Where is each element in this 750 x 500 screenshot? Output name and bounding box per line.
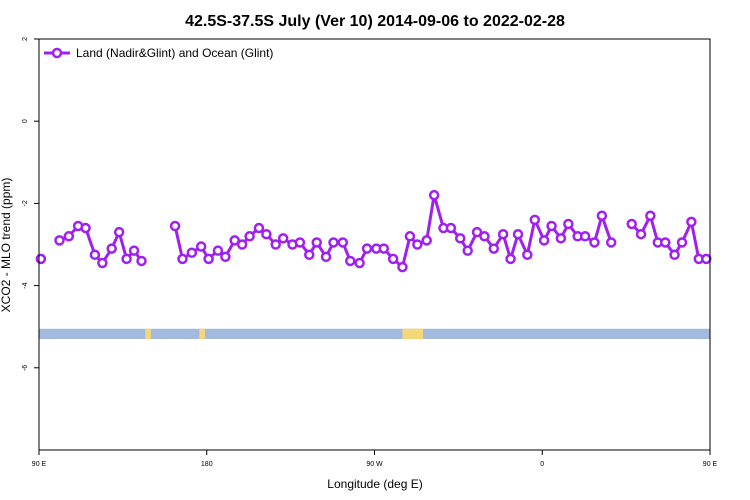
x-tick-label: 90 E [703, 461, 718, 468]
x-axis-label: Longitude (deg E) [327, 477, 422, 491]
plot-area [35, 38, 712, 451]
data-point [579, 231, 591, 242]
x-tick-label: 90 E [32, 461, 47, 468]
y-axis-label: XCO2 - MLO trend (ppm) [0, 178, 13, 313]
data-point [311, 237, 322, 248]
data-point [294, 237, 306, 248]
y-axis: 2 0 -2 -4 -6 [22, 37, 39, 371]
x-tick-label: 0 [540, 461, 544, 468]
surface-band [39, 328, 710, 340]
data-point [471, 226, 483, 238]
data-point [136, 255, 147, 267]
data-point [397, 261, 408, 273]
legend-label: Land (Nadir&Glint) and Ocean (Glint) [76, 46, 273, 60]
ocean-band [39, 328, 710, 340]
data-point [555, 233, 567, 244]
y-tick-label: -2 [22, 200, 29, 206]
data-point [128, 245, 140, 256]
data-point [645, 210, 656, 221]
data-point [428, 189, 440, 201]
data-point [421, 235, 432, 246]
data-point [522, 249, 533, 261]
data-point [35, 253, 47, 265]
data-point [186, 247, 198, 258]
data-point [635, 228, 647, 240]
data-point [512, 228, 524, 240]
data-point [529, 214, 541, 226]
data-point [686, 216, 697, 228]
data-point [320, 251, 332, 263]
data-point [261, 228, 272, 240]
data-point [97, 257, 108, 269]
data-point [229, 235, 240, 246]
data-point [277, 233, 289, 244]
x-axis: 90 E 180 90 W 0 90 E [32, 450, 718, 468]
data-point [89, 249, 101, 261]
legend-marker [51, 47, 63, 59]
data-point [378, 243, 390, 254]
data-point [345, 255, 356, 267]
data-point [106, 243, 117, 254]
data-point [404, 231, 416, 242]
data-point [546, 220, 557, 232]
y-tick-label: 0 [22, 119, 29, 123]
data-point [479, 231, 490, 242]
data-point [669, 249, 680, 261]
data-point [121, 253, 132, 265]
data-point [605, 237, 617, 248]
data-point [361, 243, 373, 254]
x-tick-label: 180 [201, 461, 213, 468]
data-point [660, 237, 671, 248]
land-band-segment [402, 328, 423, 340]
land-band-segment [145, 328, 151, 340]
data-point [589, 237, 600, 248]
y-tick-label: -4 [22, 282, 29, 288]
data-point [412, 239, 423, 250]
data-point [626, 218, 637, 230]
data-point [54, 235, 65, 246]
y-tick-label: -6 [22, 365, 29, 371]
data-point [337, 237, 349, 248]
y-tick-label: 2 [22, 37, 29, 41]
data-point [195, 241, 207, 252]
data-point [253, 222, 265, 234]
x-tick-label: 90 W [366, 461, 383, 468]
data-point [177, 253, 188, 265]
data-point [462, 245, 473, 256]
data-point [212, 245, 224, 256]
data-point [454, 233, 466, 244]
data-point [505, 253, 516, 265]
data-point [387, 253, 399, 265]
data-point [596, 210, 608, 221]
data-point [270, 239, 281, 250]
data-point [701, 253, 712, 265]
data-point [563, 218, 574, 230]
series-layer [35, 189, 712, 273]
data-point [169, 220, 181, 232]
data-point [354, 257, 365, 269]
data-point [445, 222, 457, 234]
series-line [630, 214, 707, 261]
data-point [220, 251, 231, 263]
data-point [304, 249, 315, 261]
data-point [488, 243, 500, 254]
data-point [328, 237, 339, 248]
chart-title: 42.5S-37.5S July (Ver 10) 2014-09-06 to … [185, 13, 565, 30]
data-point [203, 253, 214, 265]
data-point [538, 235, 550, 246]
data-point [236, 239, 248, 250]
legend: Land (Nadir&Glint) and Ocean (Glint) [44, 46, 273, 60]
data-point [113, 226, 125, 238]
data-point [244, 231, 255, 242]
data-point [63, 231, 75, 242]
data-point [80, 222, 91, 234]
land-band-segment [199, 328, 205, 340]
data-point [497, 228, 509, 240]
data-point [676, 237, 688, 248]
